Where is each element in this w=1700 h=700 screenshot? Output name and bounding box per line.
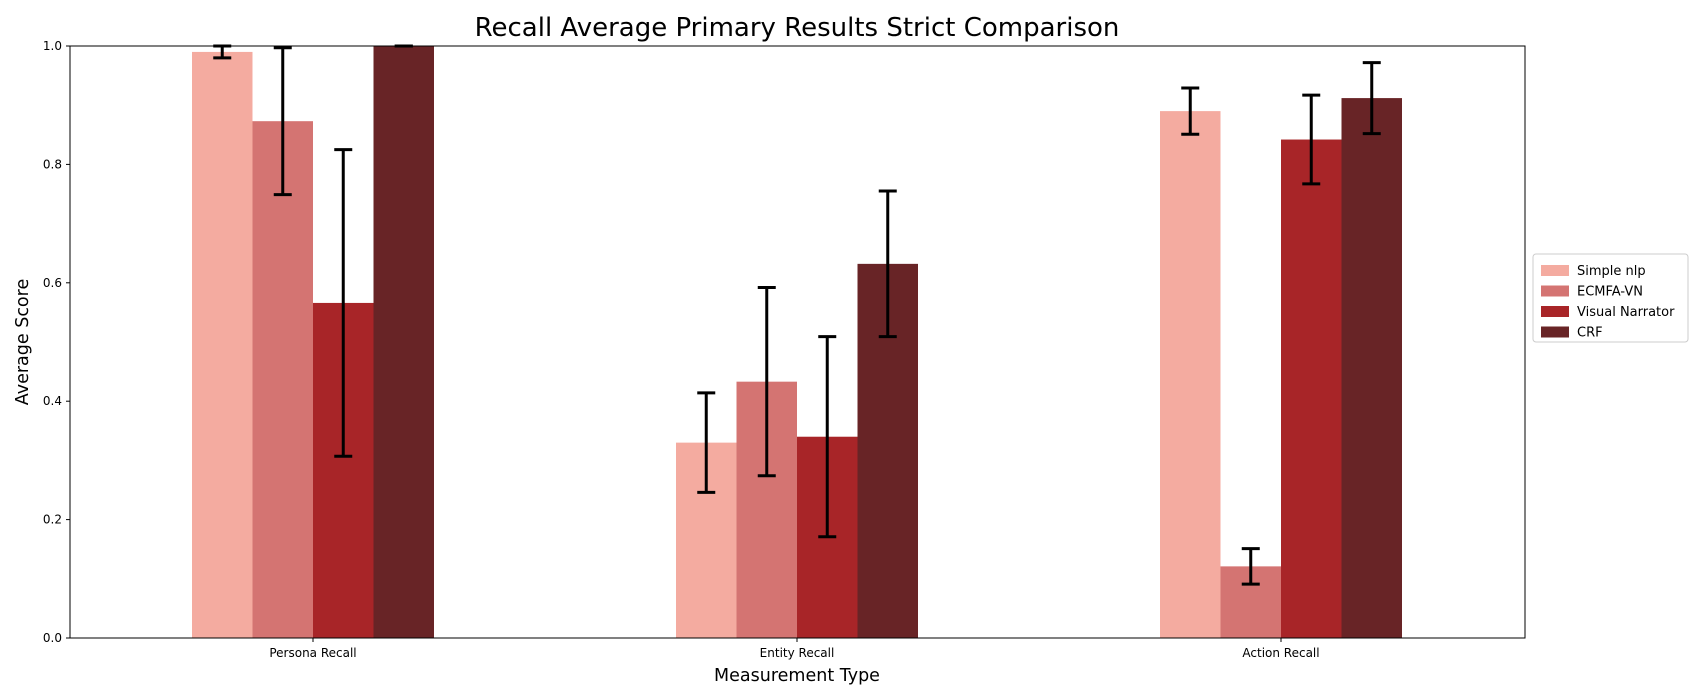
error-bar — [1241, 547, 1260, 586]
bar-crf-action-recall — [1341, 98, 1402, 638]
error-bar — [818, 335, 837, 539]
legend-label: CRF — [1577, 326, 1603, 341]
bar-visual-narrator-action-recall — [1281, 139, 1342, 638]
legend-swatch — [1541, 306, 1569, 317]
error-bar — [1362, 61, 1381, 136]
error-bar — [334, 148, 353, 458]
legend-label: Visual Narrator — [1577, 305, 1675, 320]
x-tick-label: Entity Recall — [760, 646, 835, 660]
legend-label: ECMFA-VN — [1577, 285, 1643, 300]
bar-simple-nlp-action-recall — [1160, 111, 1221, 639]
error-bar — [757, 286, 776, 478]
y-axis-label: Average Score — [13, 279, 33, 405]
error-bar — [878, 189, 897, 339]
y-tick-label: 1.0 — [43, 39, 62, 53]
bar-ecmfa-vn-persona-recall — [252, 121, 313, 638]
y-tick-label: 0.6 — [43, 276, 62, 290]
error-bar — [1181, 86, 1200, 136]
bar-crf-persona-recall — [373, 46, 434, 638]
y-tick-label: 0.2 — [43, 513, 62, 527]
legend-swatch — [1541, 265, 1569, 276]
y-tick-label: 0.4 — [43, 394, 62, 408]
legend-swatch — [1541, 285, 1569, 297]
y-tick-label: 0.0 — [43, 631, 62, 645]
error-bar — [1302, 93, 1321, 186]
legend-box — [1532, 253, 1689, 343]
y-axis: 0.0 0.2 0.4 0.6 0.8 1.0 — [43, 39, 70, 645]
legend: Simple nlp ECMFA-VN Visual Narrator CRF — [1532, 253, 1689, 343]
error-bar — [697, 391, 716, 494]
chart-title: Recall Average Primary Results Strict Co… — [475, 13, 1120, 43]
error-bar — [273, 46, 292, 197]
x-axis-label: Measurement Type — [714, 666, 880, 686]
bar-simple-nlp-persona-recall — [192, 51, 253, 639]
x-tick-label: Action Recall — [1242, 646, 1319, 660]
error-bars-layer — [213, 44, 1381, 586]
legend-swatch — [1541, 326, 1569, 338]
bars-layer — [192, 46, 1402, 639]
legend-label: Simple nlp — [1577, 264, 1646, 279]
y-tick-label: 0.8 — [43, 157, 62, 171]
x-tick-label: Persona Recall — [269, 646, 356, 660]
x-axis: Persona Recall Entity Recall Action Recall — [269, 638, 1320, 660]
